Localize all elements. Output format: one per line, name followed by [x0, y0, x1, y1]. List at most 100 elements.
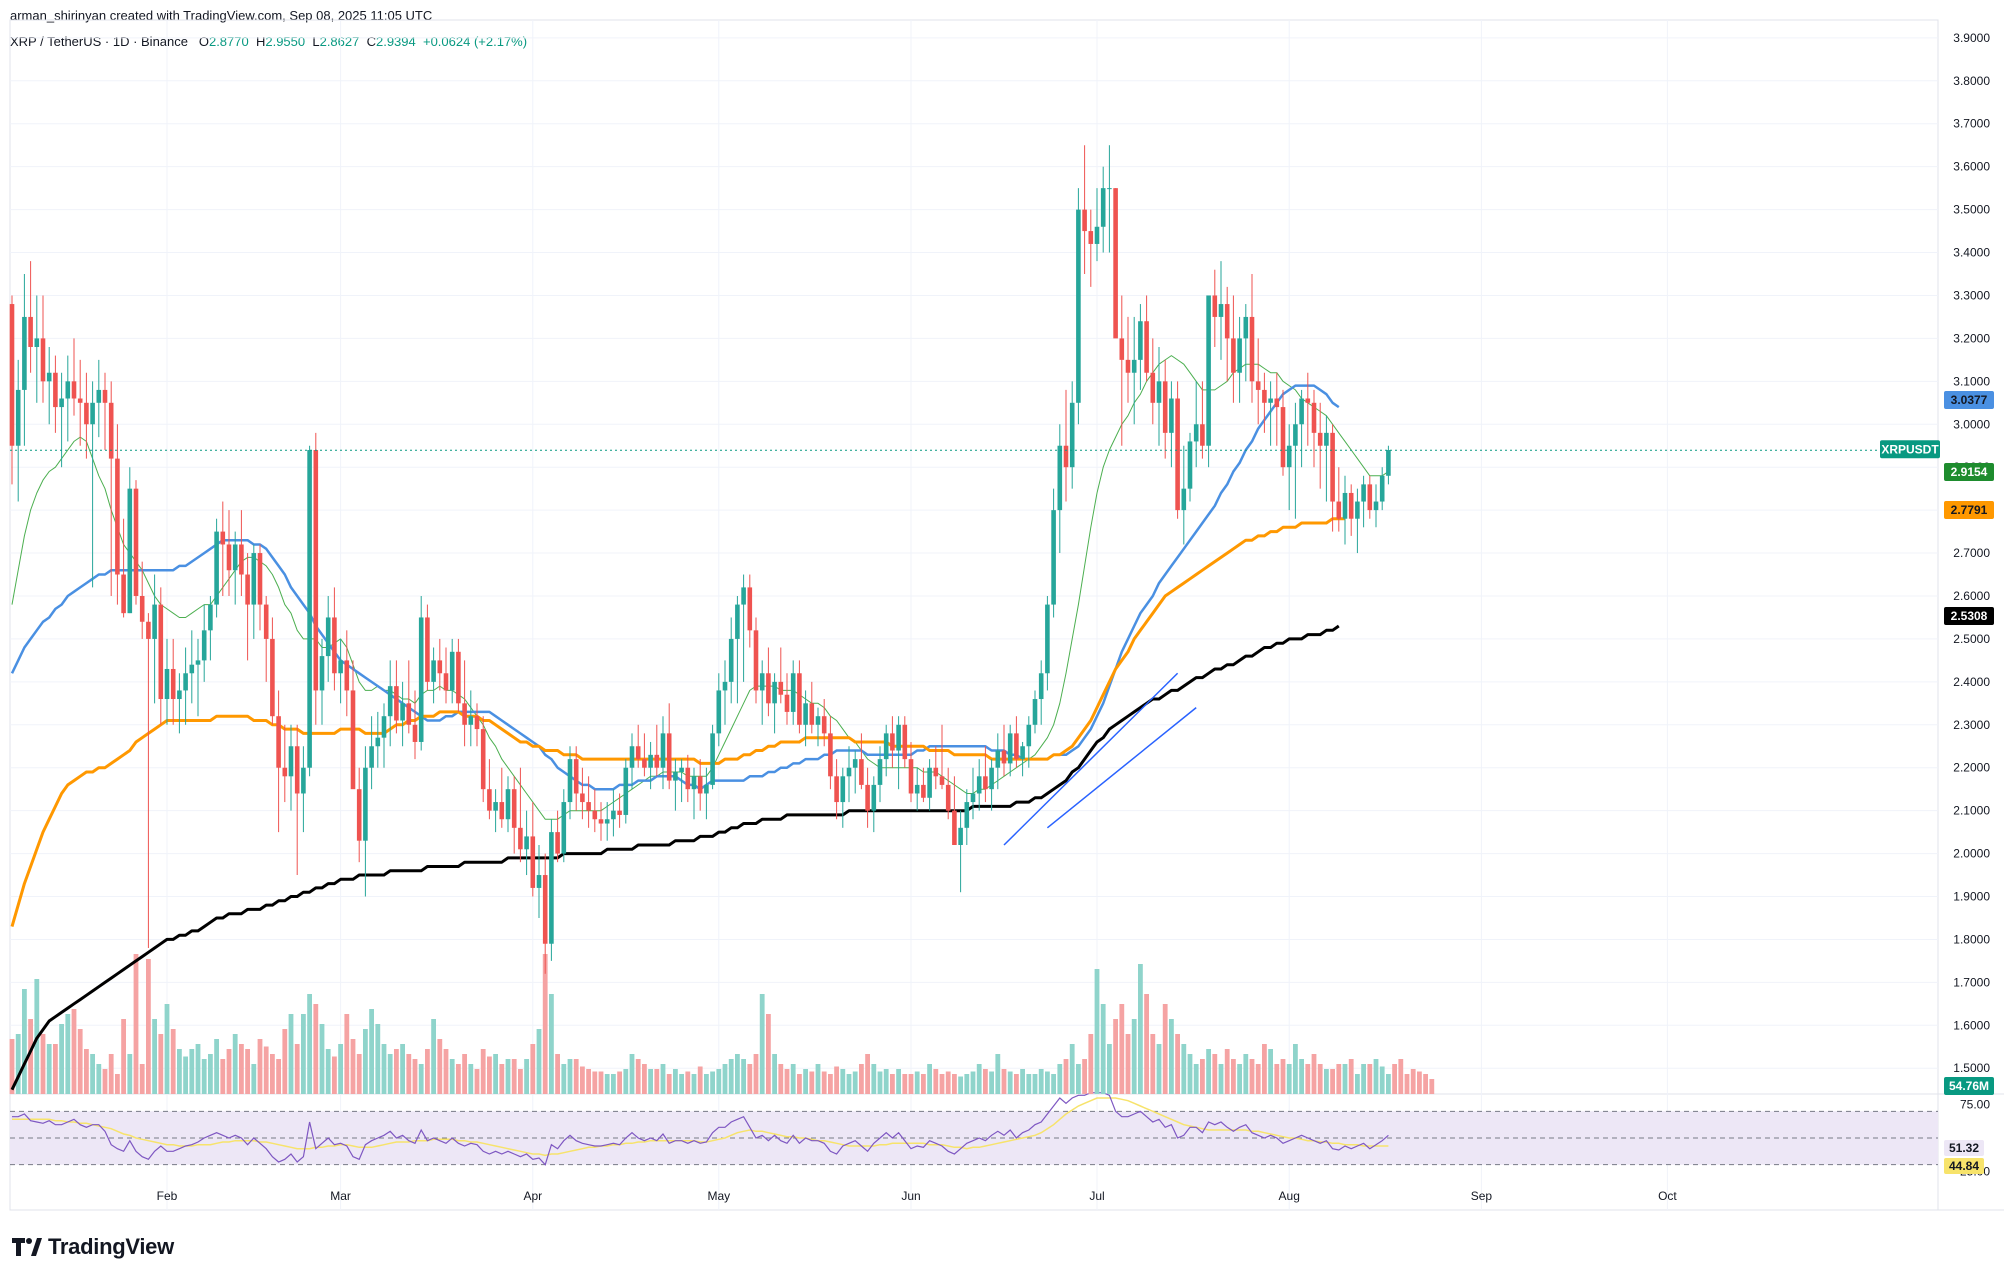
price-tick: 3.7000	[1953, 117, 1990, 131]
candle	[784, 673, 790, 725]
candle-body	[282, 767, 288, 777]
volume-bar	[673, 1069, 678, 1094]
candle	[722, 660, 728, 725]
candle-body	[1200, 424, 1205, 446]
candle-body	[685, 767, 691, 790]
time-axis[interactable]: Feb Mar Apr May Jun Jul Aug Sep Oct	[157, 1189, 1678, 1203]
candle	[1268, 381, 1273, 446]
tradingview-logo[interactable]: TradingView	[12, 1234, 174, 1260]
volume-bar	[1262, 1044, 1267, 1094]
time-tick: Apr	[523, 1189, 542, 1203]
rsi-pane	[10, 1092, 1938, 1166]
price-tick: 1.9000	[1953, 890, 1990, 904]
volume-bar	[214, 1039, 219, 1094]
candle	[350, 660, 356, 790]
candle-body	[691, 776, 697, 790]
candle-body	[505, 789, 511, 820]
volume-bar	[1355, 1074, 1360, 1094]
volume-bar	[828, 1074, 833, 1094]
candle-body	[1280, 407, 1286, 468]
candle-body	[1336, 501, 1342, 519]
candle	[263, 595, 269, 682]
volume-bar	[102, 1069, 108, 1094]
price-label-bg	[1944, 1077, 1994, 1095]
candle	[524, 810, 529, 876]
candle	[1361, 475, 1366, 528]
candle-body	[747, 587, 753, 631]
volume-bar	[772, 1054, 777, 1094]
candle-body	[766, 673, 771, 704]
candle	[1069, 381, 1075, 489]
candle-body	[115, 458, 120, 575]
candle	[425, 604, 430, 691]
price-tick: 2.3000	[1953, 718, 1990, 732]
candle	[251, 544, 257, 639]
volume-bar	[139, 1064, 145, 1094]
volume-bar	[325, 1049, 331, 1094]
candle	[542, 853, 548, 974]
candle-body	[1082, 209, 1087, 232]
candle-body	[139, 595, 145, 622]
candle-body	[648, 754, 653, 768]
candle-body	[1125, 359, 1131, 373]
candle	[753, 617, 759, 704]
volume-bar	[877, 1071, 883, 1094]
volume-bar	[896, 1069, 901, 1094]
volume-bar	[815, 1064, 821, 1094]
candle-body	[1311, 402, 1317, 433]
candle-body	[456, 651, 461, 704]
volume-bar	[1423, 1074, 1428, 1094]
volume-bar	[1342, 1064, 1348, 1094]
candle	[852, 750, 858, 794]
candle-body	[294, 746, 300, 794]
candle	[96, 359, 102, 438]
volume-bar	[908, 1074, 914, 1094]
candle-body	[356, 789, 362, 841]
candle	[1317, 402, 1323, 489]
candle-body	[195, 660, 201, 665]
price-label: 2.7791	[1944, 501, 1994, 519]
candle	[220, 501, 226, 596]
volume-bar	[1032, 1074, 1038, 1094]
price-tick: 3.1000	[1953, 374, 1990, 388]
candle-body	[561, 802, 567, 854]
volume-bar	[1429, 1079, 1435, 1094]
candle-body	[1100, 188, 1106, 227]
chart-credit: arman_shirinyan created with TradingView…	[10, 8, 433, 23]
candle	[1100, 166, 1106, 253]
candle-body	[728, 638, 734, 682]
volume-bar	[22, 989, 27, 1094]
volume-bar	[859, 1064, 864, 1094]
trendline	[1003, 672, 1179, 846]
volume-bar	[1045, 1071, 1050, 1094]
candle	[1187, 432, 1193, 502]
candle-body	[46, 372, 52, 382]
candle	[1293, 402, 1298, 519]
candle-body	[797, 673, 802, 725]
candle-body	[871, 784, 877, 811]
candle	[1150, 338, 1156, 425]
price-tick: 3.4000	[1953, 246, 1990, 260]
candle	[1051, 488, 1056, 618]
volume-bar	[1218, 1064, 1224, 1094]
candle-body	[1286, 445, 1292, 468]
volume-bar	[270, 1054, 275, 1094]
volume-bar	[809, 1071, 815, 1094]
candle-body	[288, 746, 294, 777]
volume-bar	[679, 1074, 684, 1094]
candle	[728, 617, 734, 704]
candle-body	[462, 703, 467, 725]
candle	[1094, 188, 1100, 262]
volume-bar	[586, 1069, 591, 1094]
candle-body	[90, 402, 95, 425]
volume-bar	[1100, 1004, 1106, 1094]
candle-body	[84, 402, 89, 425]
volume-bar	[1200, 1059, 1205, 1094]
volume-bar	[790, 1064, 796, 1094]
price-tick: 3.2000	[1953, 331, 1990, 345]
candle-body	[1255, 381, 1261, 390]
volume-bar	[59, 1024, 64, 1094]
price-axis[interactable]: 3.9000 3.8000 3.7000 3.6000 3.5000 3.4000 3.30…	[1953, 31, 1990, 1178]
candle	[1386, 445, 1391, 485]
